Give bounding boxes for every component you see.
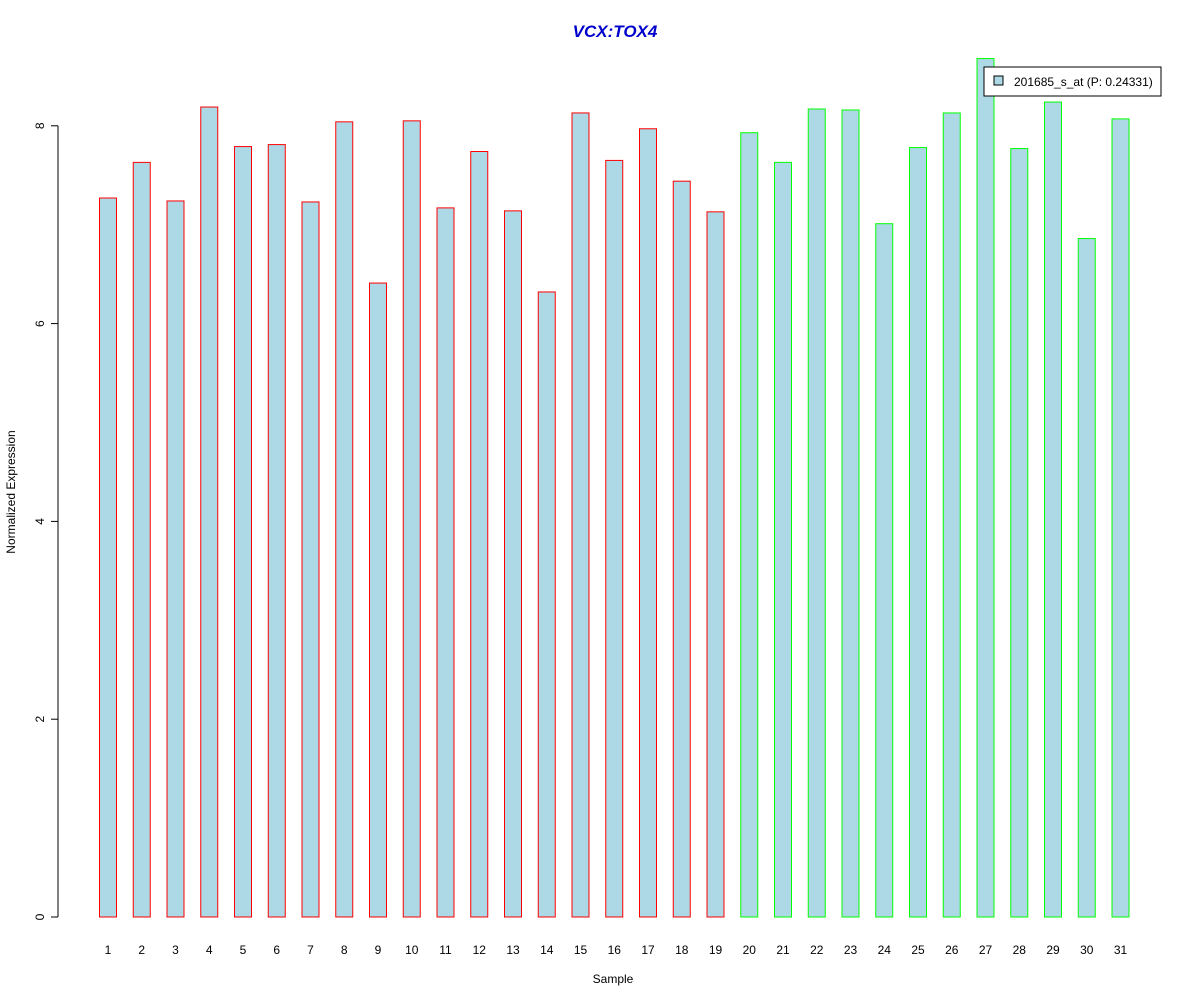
y-axis-label: Normalized Expression bbox=[4, 430, 18, 553]
x-tick-label: 28 bbox=[1013, 943, 1027, 957]
x-tick-label: 2 bbox=[138, 943, 145, 957]
x-tick-label: 20 bbox=[743, 943, 757, 957]
bar-sample-14 bbox=[537, 291, 556, 918]
bar-sample-27 bbox=[976, 58, 995, 918]
x-tick-labels: 1 2 3 4 5 6 7 8 9 10 11 12 13 14 15 16 17 18 19 20 21 22 23 24 2… bbox=[105, 943, 1128, 957]
bar-sample-7 bbox=[301, 201, 320, 918]
bar-sample-11 bbox=[436, 207, 455, 918]
bar-sample-29 bbox=[1044, 101, 1062, 918]
legend-label: 201685_s_at (P: 0.24331) bbox=[1014, 75, 1153, 89]
x-tick-label: 19 bbox=[709, 943, 723, 957]
bar-sample-9 bbox=[369, 282, 387, 918]
bar-sample-31 bbox=[1111, 118, 1130, 918]
x-tick-label: 3 bbox=[172, 943, 179, 957]
x-axis-label: Sample bbox=[593, 972, 634, 986]
x-tick-label: 10 bbox=[405, 943, 419, 957]
bar-sample-18 bbox=[672, 180, 691, 918]
bar-sample-21 bbox=[774, 161, 792, 918]
x-tick-label: 14 bbox=[540, 943, 554, 957]
x-tick-label: 27 bbox=[979, 943, 993, 957]
x-tick-label: 17 bbox=[641, 943, 655, 957]
bar-sample-30 bbox=[1077, 238, 1096, 918]
bar-sample-6 bbox=[267, 144, 286, 918]
y-tick-label: 0 bbox=[33, 913, 47, 920]
x-tick-label: 13 bbox=[506, 943, 520, 957]
x-tick-label: 22 bbox=[810, 943, 824, 957]
y-tick-label: 8 bbox=[33, 122, 47, 129]
chart-title: VCX:TOX4 bbox=[573, 22, 658, 41]
bar-sample-13 bbox=[504, 210, 522, 918]
bar-sample-24 bbox=[875, 223, 894, 918]
y-tick-label: 2 bbox=[33, 716, 47, 723]
x-tick-label: 15 bbox=[574, 943, 588, 957]
x-tick-label: 4 bbox=[206, 943, 213, 957]
x-tick-label: 12 bbox=[473, 943, 487, 957]
bar-sample-10 bbox=[402, 120, 421, 918]
bar-sample-5 bbox=[234, 146, 252, 918]
bar-sample-28 bbox=[1010, 148, 1029, 918]
x-tick-label: 25 bbox=[911, 943, 925, 957]
x-tick-label: 29 bbox=[1046, 943, 1060, 957]
x-tick-label: 9 bbox=[375, 943, 382, 957]
bar-sample-4 bbox=[200, 106, 219, 918]
bar-sample-17 bbox=[639, 128, 657, 918]
bar-sample-2 bbox=[132, 161, 151, 918]
bar-sample-12 bbox=[470, 151, 489, 918]
x-tick-label: 21 bbox=[776, 943, 790, 957]
bar-sample-15 bbox=[571, 112, 590, 918]
bar-sample-16 bbox=[605, 159, 624, 918]
x-tick-label: 1 bbox=[105, 943, 112, 957]
bar-sample-25 bbox=[909, 147, 927, 918]
x-tick-label: 5 bbox=[240, 943, 247, 957]
legend-swatch bbox=[993, 75, 1004, 86]
bar-sample-19 bbox=[706, 211, 725, 918]
bar-sample-8 bbox=[335, 121, 354, 918]
x-tick-label: 24 bbox=[878, 943, 892, 957]
y-tick-label: 6 bbox=[33, 320, 47, 327]
bar-sample-23 bbox=[841, 109, 860, 918]
bar-sample-3 bbox=[166, 200, 185, 918]
bar-sample-1 bbox=[99, 197, 117, 918]
legend-box bbox=[983, 66, 1162, 97]
x-tick-label: 16 bbox=[608, 943, 622, 957]
y-tick-label: 4 bbox=[33, 518, 47, 525]
y-axis: 0 2 4 6 8 bbox=[33, 122, 59, 920]
bars bbox=[99, 58, 1130, 918]
bar-sample-20 bbox=[740, 132, 759, 918]
x-tick-label: 11 bbox=[439, 943, 452, 957]
x-tick-label: 26 bbox=[945, 943, 959, 957]
x-tick-label: 30 bbox=[1080, 943, 1094, 957]
x-tick-label: 18 bbox=[675, 943, 689, 957]
x-tick-label: 31 bbox=[1114, 943, 1128, 957]
x-tick-label: 23 bbox=[844, 943, 858, 957]
bar-sample-26 bbox=[942, 112, 961, 918]
x-tick-label: 7 bbox=[307, 943, 314, 957]
x-tick-label: 6 bbox=[273, 943, 280, 957]
x-tick-label: 8 bbox=[341, 943, 348, 957]
bar-sample-22 bbox=[807, 108, 826, 918]
legend: 201685_s_at (P: 0.24331) bbox=[983, 66, 1162, 97]
